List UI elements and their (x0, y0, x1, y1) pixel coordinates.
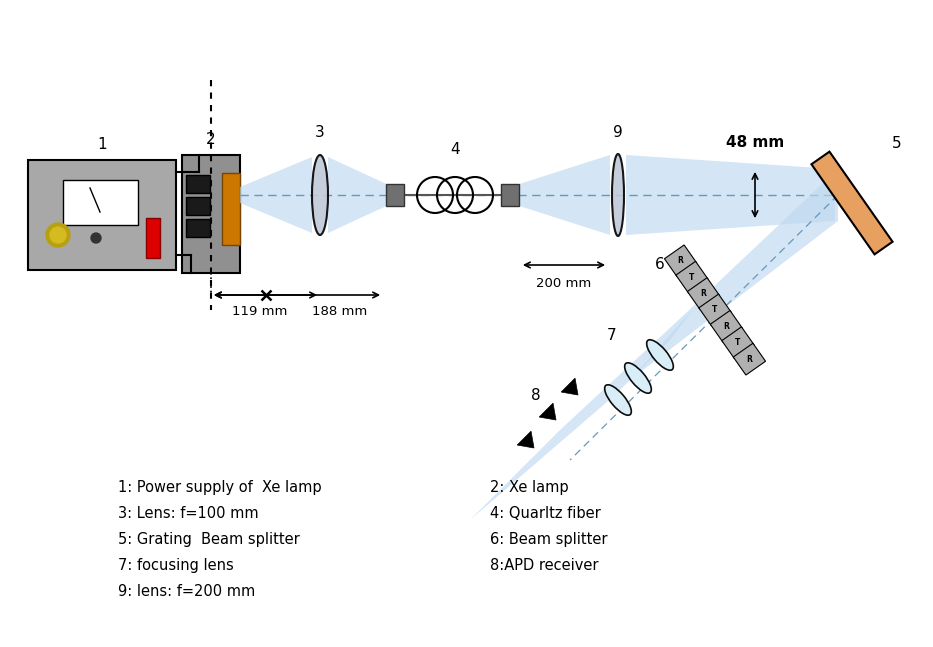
Bar (146, 218, 160, 258)
Circle shape (50, 227, 66, 243)
Text: R: R (746, 355, 752, 364)
Text: 48 mm: 48 mm (726, 135, 784, 150)
Polygon shape (710, 311, 743, 342)
Circle shape (91, 233, 101, 243)
Polygon shape (699, 294, 731, 326)
Bar (186, 175, 210, 193)
Bar (186, 219, 210, 237)
Text: 6: 6 (655, 257, 665, 272)
Polygon shape (530, 300, 700, 460)
Text: 5: 5 (892, 135, 901, 151)
Text: 2: Xe lamp: 2: Xe lamp (490, 480, 568, 495)
Text: 7: 7 (607, 328, 617, 343)
Text: 9: lens: f=200 mm: 9: lens: f=200 mm (118, 584, 256, 599)
Text: 9: 9 (613, 125, 623, 140)
Circle shape (46, 223, 70, 247)
Polygon shape (626, 155, 835, 235)
Text: 7: focusing lens: 7: focusing lens (118, 558, 234, 573)
Polygon shape (722, 327, 754, 358)
Bar (182, 155, 240, 273)
Polygon shape (733, 344, 766, 375)
Polygon shape (688, 278, 719, 309)
Text: T: T (735, 338, 741, 347)
Polygon shape (328, 157, 395, 233)
Text: 3: Lens: f=100 mm: 3: Lens: f=100 mm (118, 506, 258, 521)
Polygon shape (664, 245, 697, 277)
Text: 4: 4 (451, 142, 460, 157)
Ellipse shape (647, 340, 674, 370)
Polygon shape (470, 370, 640, 520)
Text: 200 mm: 200 mm (536, 277, 592, 290)
Bar (63, 180, 138, 225)
Text: 188 mm: 188 mm (313, 305, 368, 318)
Bar (386, 184, 404, 206)
Polygon shape (240, 157, 312, 233)
Bar (28, 160, 176, 270)
Text: R: R (701, 289, 706, 298)
Bar (222, 173, 240, 245)
Text: 6: Beam splitter: 6: Beam splitter (490, 532, 607, 547)
Bar (186, 197, 210, 215)
Bar (501, 184, 519, 206)
Text: 4: Quarltz fiber: 4: Quarltz fiber (490, 506, 601, 521)
Text: T: T (689, 273, 695, 281)
Text: 8: 8 (531, 388, 541, 402)
Ellipse shape (312, 155, 328, 235)
Ellipse shape (612, 154, 624, 236)
Text: 1: Power supply of  Xe lamp: 1: Power supply of Xe lamp (118, 480, 322, 495)
Polygon shape (500, 340, 670, 490)
Text: 119 mm: 119 mm (232, 305, 287, 318)
Polygon shape (539, 403, 556, 420)
Ellipse shape (625, 363, 651, 393)
Text: 5: Grating  Beam splitter: 5: Grating Beam splitter (118, 532, 299, 547)
Text: R: R (723, 322, 730, 331)
Text: 8:APD receiver: 8:APD receiver (490, 558, 598, 573)
Polygon shape (517, 431, 534, 448)
Text: 1: 1 (97, 137, 106, 152)
Polygon shape (561, 378, 578, 395)
Text: 2: 2 (206, 132, 216, 147)
Text: R: R (677, 256, 684, 265)
Polygon shape (630, 169, 838, 380)
Text: 3: 3 (315, 125, 325, 140)
Polygon shape (510, 155, 610, 235)
Polygon shape (812, 151, 893, 254)
Text: T: T (712, 305, 717, 314)
Polygon shape (675, 261, 708, 293)
Ellipse shape (605, 385, 632, 415)
